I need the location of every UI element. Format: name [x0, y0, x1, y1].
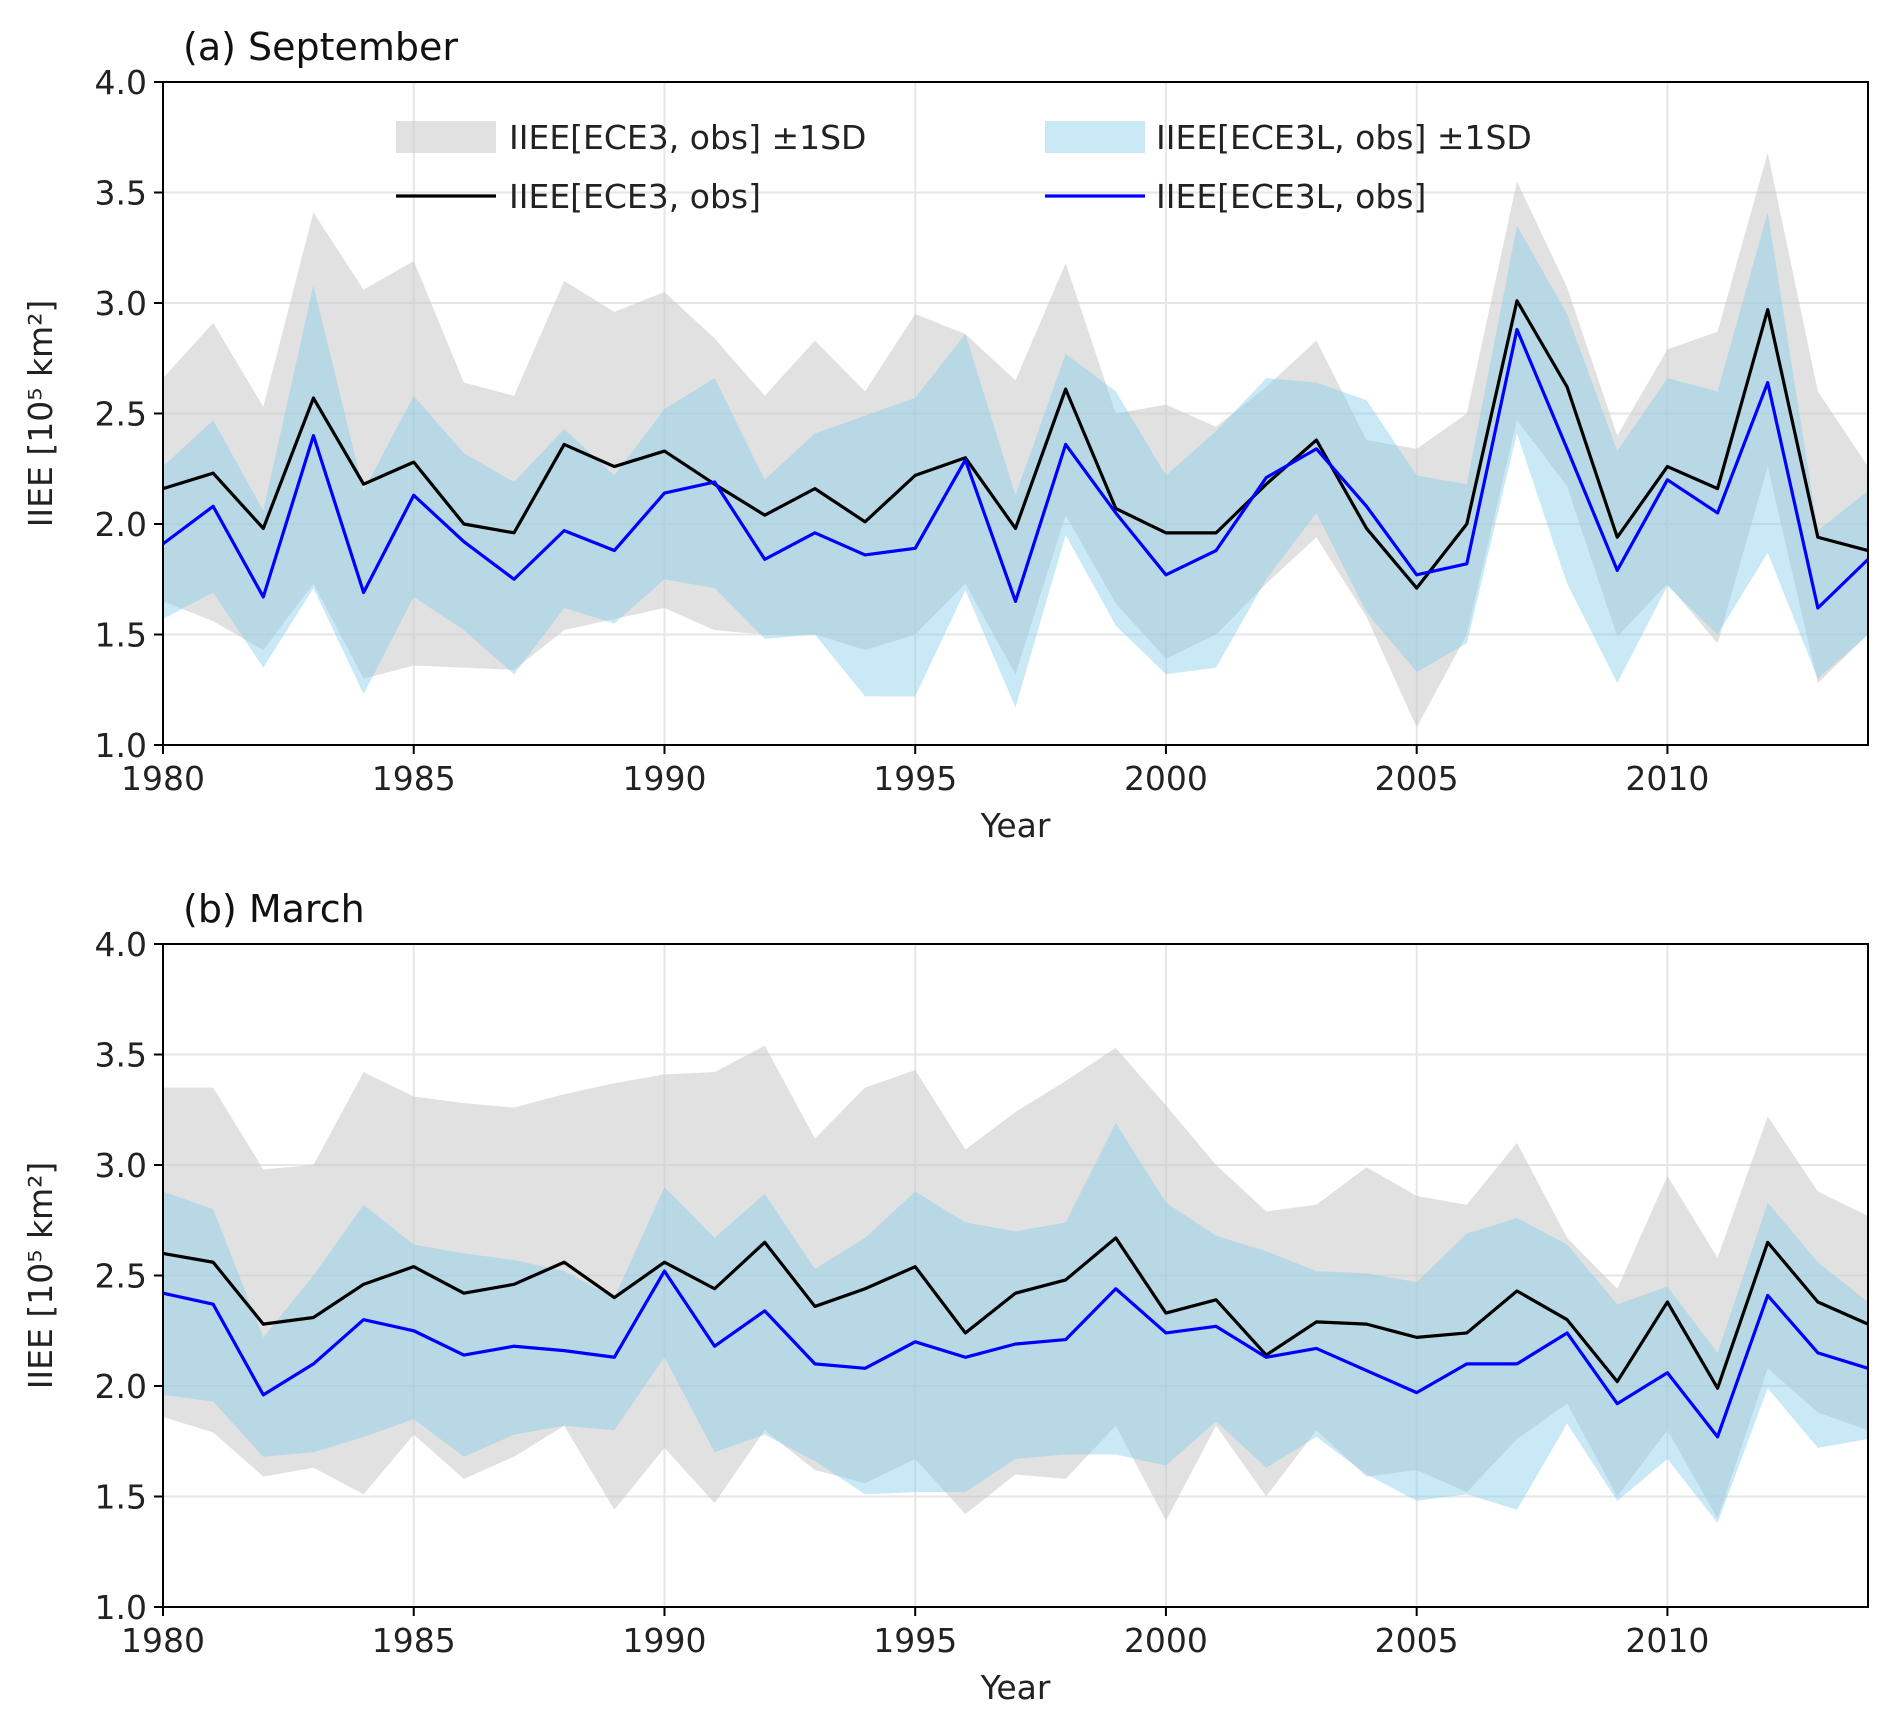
x-tick-label: 2005	[1375, 1621, 1459, 1660]
x-tick-label: 1995	[873, 759, 957, 798]
band-ece3l	[163, 212, 1868, 708]
panel-march: 1980 1985 1990 1995 2000 2005 2010 1.0 1.5 2.0 2.5…	[21, 887, 1869, 1707]
y-axis-label: IIEE [10⁵ km²]	[21, 300, 60, 528]
legend-swatch-band	[1045, 121, 1145, 153]
legend-swatch-band	[396, 121, 496, 153]
x-tick-label: 2000	[1124, 1621, 1208, 1660]
y-tick-label: 2.5	[95, 395, 147, 434]
x-tick-label: 1990	[622, 759, 706, 798]
y-tick-label: 3.0	[95, 1146, 147, 1185]
y-tick-label: 3.5	[95, 174, 147, 213]
series-line-ece3	[162, 299, 1869, 590]
y-tick-label: 3.0	[95, 284, 147, 323]
legend-label: IIEE[ECE3L, obs] ±1SD	[1156, 118, 1532, 157]
panel-title: (b) March	[183, 887, 365, 931]
x-tick-label: 1980	[121, 1621, 205, 1660]
y-tick-label: 3.5	[95, 1036, 147, 1075]
x-tick-label: 2005	[1375, 759, 1459, 798]
x-tick-label: 1985	[372, 759, 456, 798]
y-tick-label: 1.5	[95, 1478, 147, 1517]
legend-label: IIEE[ECE3L, obs]	[1156, 177, 1426, 216]
x-tick-label: 1990	[622, 1621, 706, 1660]
y-tick-label: 1.5	[95, 616, 147, 655]
band-ece3	[163, 1045, 1868, 1521]
legend: IIEE[ECE3, obs] ±1SD IIEE[ECE3L, obs] ±1S…	[396, 118, 1532, 216]
panel-september: 1980 1985 1990 1995 2000 2005 2010 1.0 1.5 2.0 2.5…	[21, 25, 1870, 845]
band-ece3	[163, 152, 1868, 728]
legend-label: IIEE[ECE3, obs] ±1SD	[509, 118, 866, 157]
x-axis-label: Year	[980, 806, 1051, 845]
y-tick-label: 4.0	[95, 63, 147, 102]
x-tick-label: 2000	[1124, 759, 1208, 798]
band-ece3l	[163, 1123, 1868, 1524]
y-tick-label: 2.0	[95, 505, 147, 544]
series-line-ece3l	[162, 327, 1870, 610]
y-tick-label: 2.0	[95, 1367, 147, 1406]
series-line-ece3	[162, 1236, 1869, 1390]
y-tick-label: 1.0	[95, 726, 147, 765]
panel-title: (a) September	[183, 25, 458, 69]
x-tick-label: 2010	[1625, 759, 1709, 798]
y-tick-label: 4.0	[95, 925, 147, 964]
x-axis-label: Year	[980, 1668, 1051, 1707]
x-tick-label: 2010	[1625, 1621, 1709, 1660]
x-tick-label: 1980	[121, 759, 205, 798]
legend-label: IIEE[ECE3, obs]	[509, 177, 761, 216]
y-tick-label: 1.0	[95, 1588, 147, 1627]
x-tick-label: 1995	[873, 1621, 957, 1660]
x-tick-label: 1985	[372, 1621, 456, 1660]
series-line-ece3l	[162, 1269, 1869, 1439]
y-tick-label: 2.5	[95, 1257, 147, 1296]
y-axis-label: IIEE [10⁵ km²]	[21, 1162, 60, 1390]
